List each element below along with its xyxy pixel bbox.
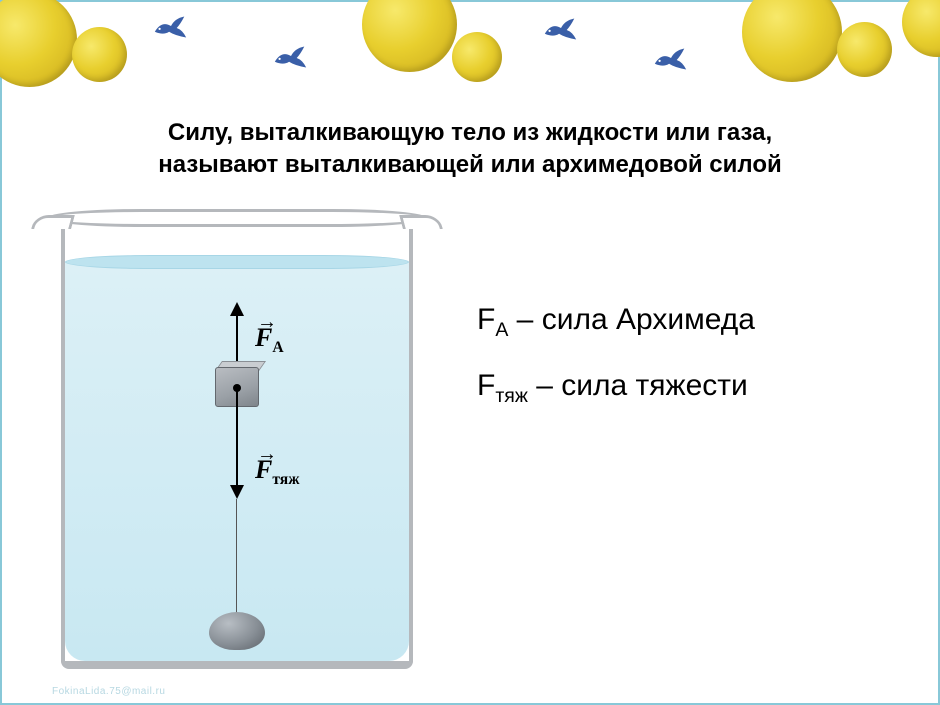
bird-icon [652, 44, 690, 74]
mimosa-flower [452, 32, 502, 82]
mimosa-flower [362, 0, 457, 72]
vector-arrow-icon: → [257, 311, 277, 334]
decorative-border [2, 2, 938, 107]
label-gravity-force: → Fтяж [255, 455, 300, 489]
mimosa-flower [837, 22, 892, 77]
force-vector-up-arrow [230, 302, 244, 316]
bird-icon [542, 14, 580, 44]
label-archimedes-force: → FA [255, 323, 284, 357]
bottom-weight [209, 612, 265, 650]
formula-gravity: Fтяж – сила тяжести [477, 353, 903, 419]
force-vector-down-arrow [230, 485, 244, 499]
water-surface [65, 255, 409, 269]
mimosa-flower [902, 0, 940, 57]
beaker-wall-right [409, 225, 413, 665]
beaker-wall-left [61, 225, 65, 665]
mimosa-flower [0, 0, 77, 87]
formula-legend: FА – сила Архимеда Fтяж – сила тяжести [437, 207, 903, 419]
body-row: → FA → Fтяж FА – сила Архимеда Fтяж – си… [37, 207, 903, 677]
force-vector-down-shaft [236, 391, 238, 491]
hanging-thread [236, 499, 237, 617]
title-line-2: называют выталкивающей или архимедовой с… [158, 151, 782, 178]
beaker-diagram: → FA → Fтяж [37, 207, 437, 677]
watermark-text: FokinaLida.75@mail.ru [52, 686, 165, 697]
content-area: Силу, выталкивающую тело из жидкости или… [37, 117, 903, 678]
title-line-1: Силу, выталкивающую тело из жидкости или… [168, 119, 772, 146]
beaker-lip-left [31, 215, 75, 229]
mimosa-flower [72, 27, 127, 82]
bird-icon [152, 12, 190, 42]
beaker-lip-right [399, 215, 443, 229]
formula-archimedes: FА – сила Архимеда [477, 287, 903, 353]
definition-title: Силу, выталкивающую тело из жидкости или… [37, 117, 903, 182]
vector-arrow-icon: → [257, 443, 277, 466]
beaker-bottom [61, 661, 413, 669]
beaker-lip [47, 209, 427, 227]
bird-icon [272, 42, 310, 72]
mimosa-flower [742, 0, 842, 82]
